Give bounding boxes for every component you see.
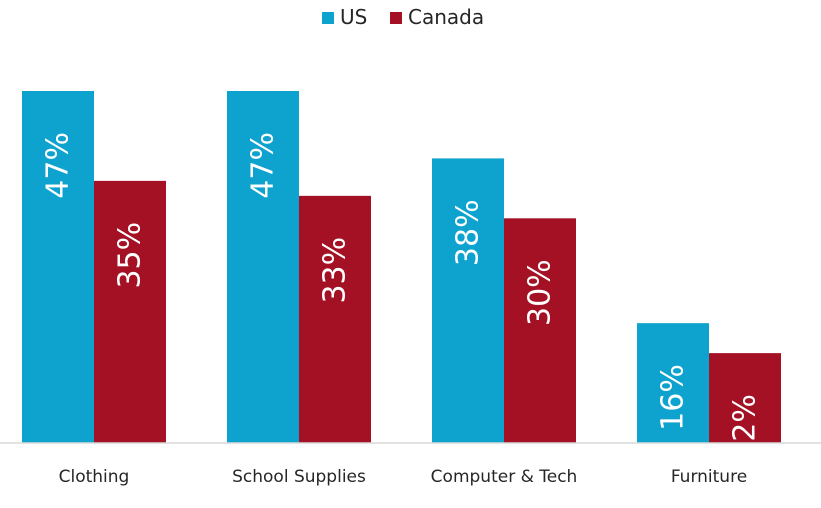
legend-swatch-canada: [390, 12, 402, 24]
data-label-canada-clothing: 35%: [113, 222, 148, 289]
x-tick-label-computer-tech: Computer & Tech: [431, 467, 578, 487]
x-axis-ticks: Clothing School Supplies Computer & Tech…: [59, 467, 748, 487]
legend-label-canada: Canada: [408, 5, 484, 29]
data-label-canada-furniture: 12%: [728, 394, 763, 461]
data-label-canada-school-supplies: 33%: [318, 237, 353, 304]
legend-label-us: US: [340, 5, 367, 29]
bar-us-school-supplies: [227, 91, 299, 443]
data-label-us-school-supplies: 47%: [246, 132, 281, 199]
data-label-canada-computer-tech: 30%: [523, 259, 558, 326]
bar-canada-school-supplies: [299, 195, 371, 443]
plot-area: 47% 35% 47% 33% 38% 30% 16% 12%: [22, 91, 781, 461]
x-tick-label-school-supplies: School Supplies: [232, 467, 366, 487]
bar-canada-clothing: [94, 180, 166, 443]
bar-us-furniture: [637, 323, 709, 443]
bar-canada-furniture: [709, 353, 781, 443]
bar-us-clothing: [22, 91, 94, 443]
legend-swatch-us: [322, 12, 334, 24]
x-tick-label-furniture: Furniture: [671, 467, 747, 487]
data-label-us-computer-tech: 38%: [451, 199, 486, 266]
x-tick-label-clothing: Clothing: [59, 467, 130, 487]
data-label-us-clothing: 47%: [41, 132, 76, 199]
bar-us-computer-tech: [432, 158, 504, 444]
legend: US Canada: [322, 5, 484, 29]
bar-canada-computer-tech: [504, 218, 576, 443]
data-label-us-furniture: 16%: [656, 364, 691, 431]
